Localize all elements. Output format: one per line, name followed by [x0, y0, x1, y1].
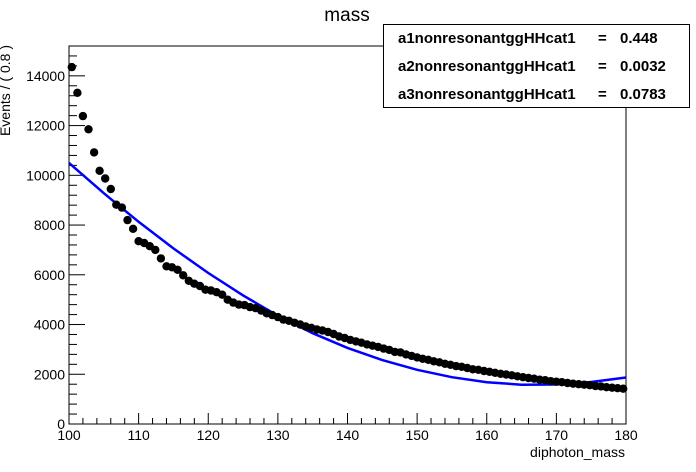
data-point: [101, 174, 110, 183]
data-point: [179, 271, 188, 280]
y-tick-label: 2000: [34, 366, 65, 382]
data-point: [151, 245, 160, 255]
fit-curve: [68, 161, 627, 386]
param-row: a2nonresonantggHHcat1 = 0.0032: [398, 57, 666, 77]
data-point: [123, 215, 132, 225]
data-point: [128, 224, 138, 233]
data-point: [156, 254, 166, 263]
chart-title: mass: [324, 5, 369, 26]
y-axis-label: Events / ( 0.8 ): [0, 45, 13, 136]
x-tick-label: 100: [57, 427, 81, 443]
param-value: 0.0032: [620, 58, 666, 75]
data-point: [117, 203, 127, 212]
y-tick-label: 14000: [26, 68, 65, 84]
x-tick-label: 180: [614, 427, 638, 443]
data-point: [67, 62, 77, 72]
y-tick-label: 6000: [34, 267, 65, 283]
data-point: [218, 290, 227, 299]
data-point: [619, 384, 628, 393]
param-equals: =: [598, 30, 607, 47]
x-tick-label: 160: [475, 427, 499, 443]
data-point: [95, 166, 104, 175]
data-point: [89, 148, 99, 157]
y-tick-label: 10000: [26, 167, 65, 183]
x-tick-label: 120: [197, 427, 221, 443]
param-name: a1nonresonantggHHcat1: [398, 30, 576, 47]
data-point: [173, 265, 182, 274]
y-tick-label: 12000: [26, 118, 65, 134]
param-name: a3nonresonantggHHcat1: [398, 86, 576, 103]
x-tick-label: 110: [127, 427, 150, 443]
data-point: [78, 111, 88, 121]
param-value: 0.0783: [620, 86, 666, 103]
param-row: a3nonresonantggHHcat1 = 0.0783: [398, 85, 666, 105]
x-tick-label: 170: [545, 427, 569, 443]
y-tick-label: 0: [57, 416, 65, 432]
data-point: [106, 184, 116, 194]
param-value: 0.448: [620, 30, 658, 47]
param-row: a1nonresonantggHHcat1 = 0.448: [398, 29, 658, 49]
param-equals: =: [598, 86, 607, 103]
x-tick-label: 150: [405, 427, 429, 443]
data-point: [73, 88, 82, 98]
x-axis-label: diphoton_mass: [530, 444, 625, 460]
param-equals: =: [598, 58, 607, 75]
param-name: a2nonresonantggHHcat1: [398, 58, 576, 75]
x-tick-label: 140: [336, 427, 360, 443]
parameter-box: a1nonresonantggHHcat1 = 0.448 a2nonresonan…: [383, 24, 690, 108]
y-tick-label: 4000: [34, 317, 65, 333]
x-tick-label: 130: [266, 427, 290, 443]
data-point: [84, 125, 93, 134]
y-tick-label: 8000: [34, 217, 65, 233]
